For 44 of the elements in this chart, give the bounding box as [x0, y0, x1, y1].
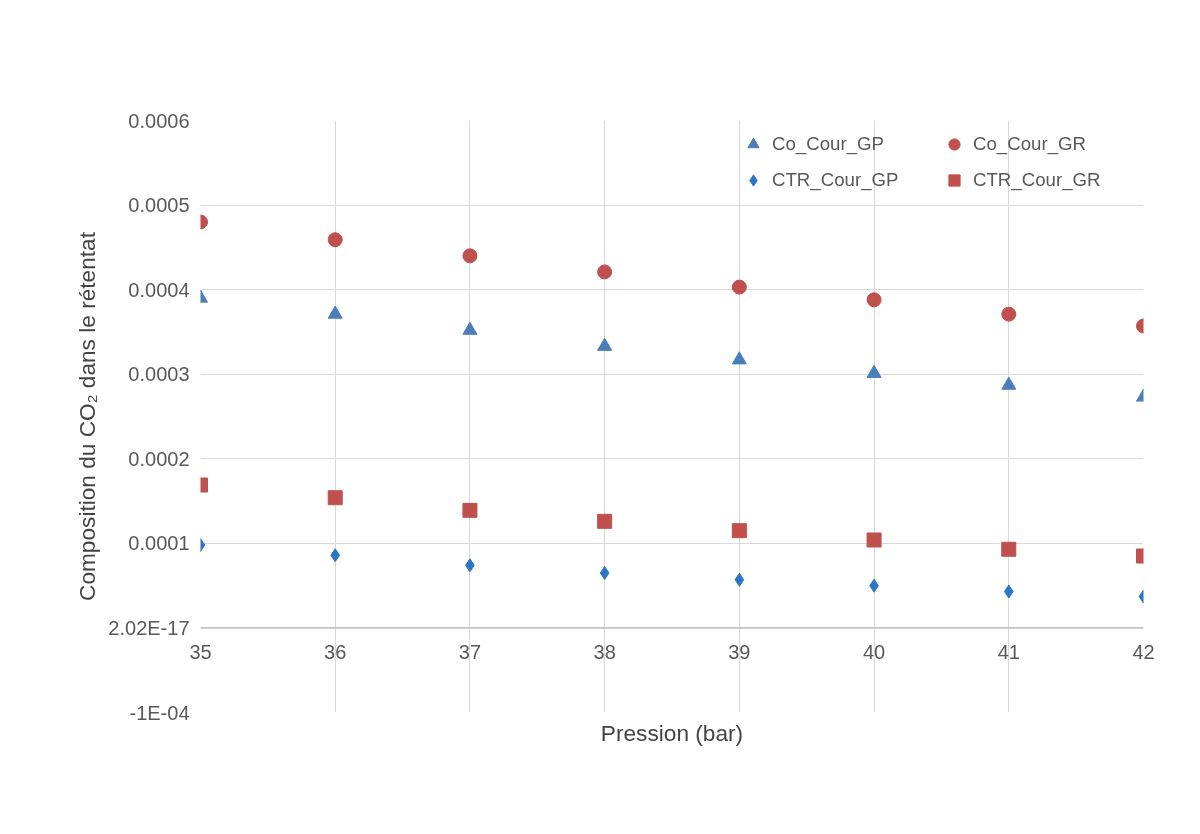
- legend-label: Co_Cour_GP: [772, 132, 885, 157]
- legend-label: CTR_Cour_GP: [772, 168, 900, 193]
- x-axis-title: Pression (bar): [600, 719, 744, 746]
- x-tick-label: 35: [189, 640, 212, 663]
- point: [734, 572, 745, 587]
- x-tick-label: 40: [862, 640, 886, 663]
- y-tick-label: 0.0003: [128, 363, 190, 386]
- point: [731, 523, 747, 539]
- point: [1003, 584, 1014, 599]
- point: [327, 232, 343, 248]
- legend-label: Co_Cour_GR: [973, 132, 1088, 157]
- point: [327, 490, 343, 506]
- y-tick-label: 0.0005: [128, 194, 190, 217]
- point: [866, 364, 882, 378]
- x-tick-label: 38: [593, 640, 616, 663]
- point: [597, 264, 613, 280]
- point: [327, 305, 343, 319]
- y-tick-label: 2.02E-17: [108, 616, 190, 639]
- point: [731, 279, 747, 295]
- y-tick-label: 0.0002: [128, 447, 190, 470]
- x-tick-label: 42: [1132, 640, 1155, 663]
- legend-label: CTR_Cour_GR: [973, 168, 1102, 193]
- y-axis-title: Composition du CO₂ dans le rétentat: [74, 231, 101, 601]
- point: [1001, 376, 1017, 390]
- point: [330, 548, 341, 563]
- point: [462, 248, 478, 264]
- y-tick-label: -1E-04: [129, 701, 190, 724]
- x-tick-label: 39: [728, 640, 751, 663]
- y-tick-label: 0.0001: [128, 532, 190, 555]
- point: [597, 337, 613, 351]
- x-tick-label: 36: [324, 640, 347, 663]
- point: [599, 565, 610, 580]
- x-tick-label: 41: [997, 640, 1020, 663]
- point: [1001, 541, 1017, 557]
- point: [866, 532, 882, 548]
- y-tick-label: 0.0006: [128, 109, 190, 132]
- point: [731, 351, 747, 365]
- y-tick-label: 0.0004: [128, 278, 190, 301]
- point: [597, 513, 613, 529]
- x-tick-label: 37: [458, 640, 482, 663]
- point: [462, 321, 478, 335]
- point: [866, 292, 882, 308]
- point: [462, 502, 478, 518]
- point: [1001, 306, 1017, 322]
